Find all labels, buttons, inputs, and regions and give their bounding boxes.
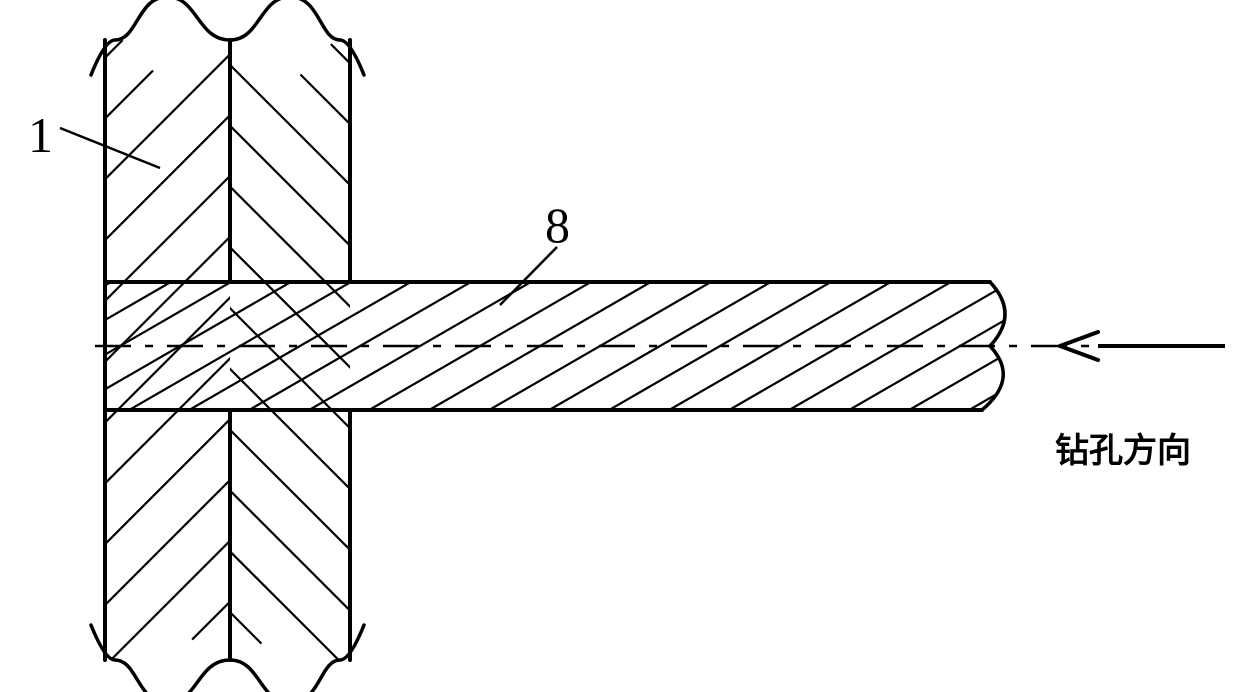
break-line-top — [91, 0, 364, 75]
drilling-direction-label: 钻孔方向 — [1055, 435, 1191, 469]
leader-8 — [500, 247, 557, 305]
direction-arrow-head — [1060, 332, 1098, 360]
callout-8-label: 8 — [545, 200, 570, 250]
callout-1-label: 1 — [28, 110, 53, 160]
outlines — [105, 40, 1005, 660]
break-line-bottom — [91, 625, 364, 692]
leader-1 — [60, 128, 160, 168]
